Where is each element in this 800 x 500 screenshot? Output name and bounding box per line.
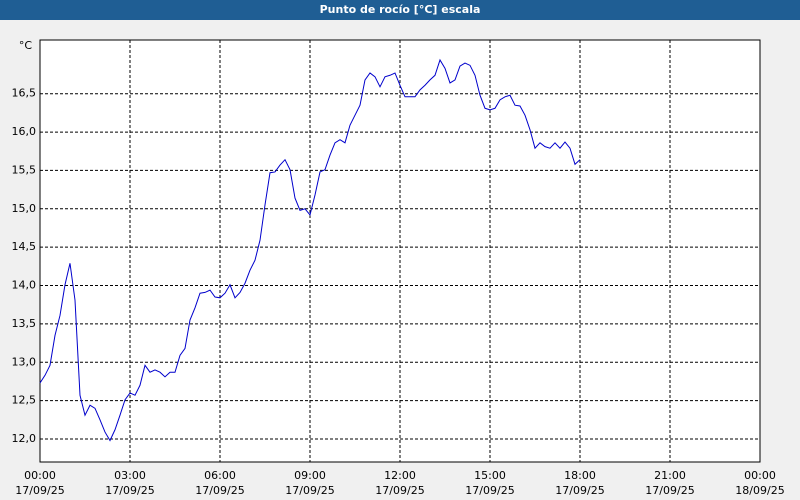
y-tick-label: 16,5 [12, 87, 37, 100]
x-tick-label: 17/09/25 [195, 484, 244, 497]
x-tick-label: 18/09/25 [735, 484, 784, 497]
y-tick-label: 12,5 [12, 394, 37, 407]
x-tick-label: 03:00 [114, 469, 146, 482]
x-tick-label: 17/09/25 [375, 484, 424, 497]
x-tick-label: 18:00 [564, 469, 596, 482]
y-tick-label: 14,0 [12, 279, 37, 292]
x-tick-label: 06:00 [204, 469, 236, 482]
x-tick-label: 09:00 [294, 469, 326, 482]
y-tick-label: 15,0 [12, 202, 37, 215]
data-line [39, 58, 581, 442]
x-tick-label: 15:00 [474, 469, 506, 482]
y-tick-label: 15,5 [12, 163, 37, 176]
x-tick-label: 17/09/25 [285, 484, 334, 497]
title-bar [0, 0, 800, 20]
x-tick-label: 21:00 [654, 469, 686, 482]
x-tick-label: 00:00 [24, 469, 56, 482]
y-tick-label: 13,5 [12, 317, 37, 330]
y-tick-label: 12,0 [12, 432, 37, 445]
x-tick-label: 17/09/25 [555, 484, 604, 497]
x-tick-label: 17/09/25 [15, 484, 64, 497]
y-axis-label: °C [19, 39, 33, 52]
x-tick-label: 17/09/25 [105, 484, 154, 497]
x-tick-label: 12:00 [384, 469, 416, 482]
x-tick-label: 17/09/25 [645, 484, 694, 497]
y-tick-label: 14,5 [12, 240, 37, 253]
x-tick-label: 00:00 [744, 469, 776, 482]
chart-title: Punto de rocío [°C] escala [320, 3, 481, 16]
x-tick-label: 17/09/25 [465, 484, 514, 497]
y-tick-label: 13,0 [12, 355, 37, 368]
y-tick-label: 16,0 [12, 125, 37, 138]
